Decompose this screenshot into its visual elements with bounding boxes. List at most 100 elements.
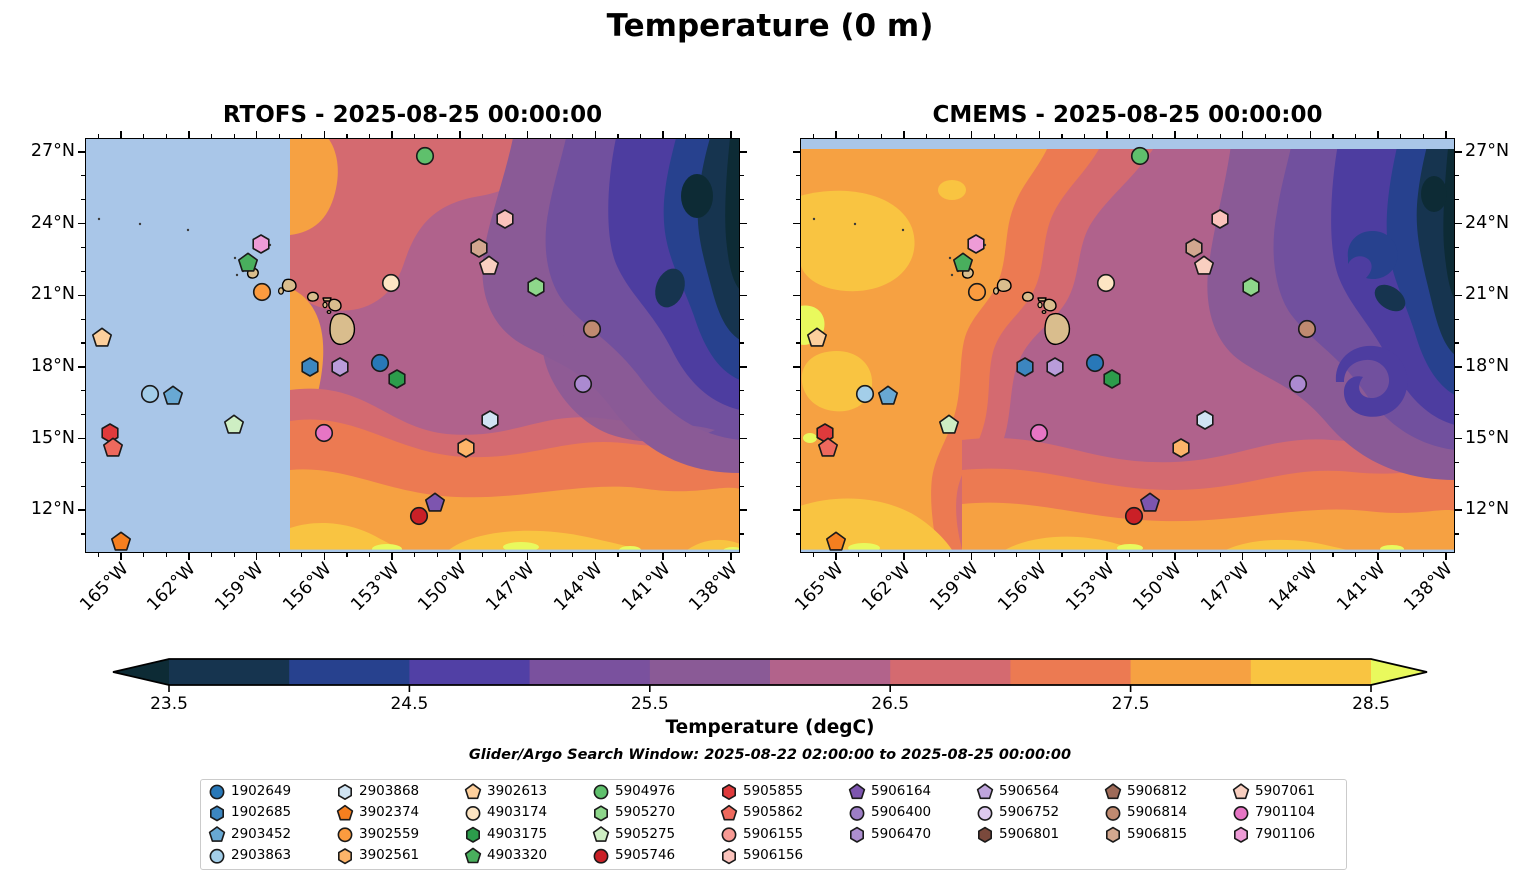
x-minor-tick bbox=[1129, 553, 1131, 557]
x-major-tick bbox=[255, 553, 258, 560]
legend-label-3902613: 3902613 bbox=[487, 783, 548, 799]
x-minor-tick bbox=[436, 553, 438, 557]
x-tick-label: 150°W bbox=[414, 559, 472, 616]
legend-label-5905862: 5905862 bbox=[743, 804, 804, 821]
y-tick-label: 18°N bbox=[30, 355, 75, 376]
y-tick-label: 18°N bbox=[1465, 355, 1510, 376]
legend-label-2903452: 2903452 bbox=[231, 825, 292, 842]
cmems-no-data-strip bbox=[800, 138, 1455, 149]
legend-label-5906400: 5906400 bbox=[871, 804, 932, 821]
x-major-tick bbox=[1106, 553, 1108, 560]
y-tick-label: 21°N bbox=[1465, 284, 1510, 305]
y-major-tick bbox=[793, 509, 800, 511]
y-major-tick bbox=[1455, 509, 1462, 511]
float-marker-4903175 bbox=[388, 369, 406, 389]
float-marker-5906400 bbox=[573, 374, 593, 394]
x-minor-tick bbox=[1264, 134, 1266, 138]
x-major-tick bbox=[1377, 131, 1379, 138]
x-major-tick bbox=[730, 131, 732, 138]
x-minor-tick bbox=[707, 553, 709, 557]
y-minor-tick bbox=[1455, 342, 1459, 344]
legend-marker-5906814 bbox=[1105, 805, 1121, 821]
x-minor-tick bbox=[925, 553, 928, 557]
y-tick-label: 24°N bbox=[1465, 212, 1510, 233]
float-marker-1902685 bbox=[1016, 357, 1034, 377]
float-marker-2903452 bbox=[163, 385, 183, 405]
x-tick-label: 165°W bbox=[791, 559, 848, 616]
y-minor-tick bbox=[740, 390, 744, 392]
legend-marker-4903174 bbox=[465, 805, 481, 821]
y-major-tick bbox=[740, 509, 747, 511]
x-tick-label: 156°W bbox=[279, 559, 336, 616]
x-minor-tick bbox=[993, 134, 995, 138]
x-tick-label: 153°W bbox=[1062, 559, 1119, 616]
y-minor-tick bbox=[1455, 485, 1459, 487]
x-minor-tick bbox=[948, 553, 950, 557]
x-minor-tick bbox=[1332, 553, 1334, 557]
float-marker-7901104 bbox=[1029, 423, 1049, 443]
float-marker-5905270 bbox=[1242, 277, 1260, 297]
y-minor-tick bbox=[740, 175, 744, 177]
legend-label-5906470: 5906470 bbox=[871, 825, 932, 842]
float-marker-3902561 bbox=[457, 438, 475, 458]
x-minor-tick bbox=[1196, 553, 1199, 557]
colorbar-tick-label: 26.5 bbox=[871, 694, 910, 714]
x-tick-label: 147°W bbox=[1197, 559, 1254, 616]
y-minor-tick bbox=[1455, 390, 1459, 392]
y-major-tick bbox=[1455, 294, 1462, 297]
y-major-tick bbox=[793, 151, 800, 153]
x-minor-tick bbox=[1061, 553, 1063, 557]
legend-label-2903863: 2903863 bbox=[231, 847, 292, 864]
legend-label-5906812: 5906812 bbox=[1127, 783, 1188, 799]
x-minor-tick bbox=[640, 553, 642, 557]
x-minor-tick bbox=[414, 553, 416, 557]
float-marker-4903175 bbox=[1103, 369, 1121, 389]
x-minor-tick bbox=[98, 553, 100, 557]
y-minor-tick bbox=[796, 390, 800, 392]
y-minor-tick bbox=[796, 175, 800, 177]
legend-marker-5905862 bbox=[720, 804, 738, 821]
x-minor-tick bbox=[685, 134, 687, 138]
x-minor-tick bbox=[210, 134, 213, 138]
float-marker-3902559 bbox=[252, 282, 272, 302]
legend-marker-7901104 bbox=[1233, 805, 1249, 821]
float-marker-5906815 bbox=[1185, 238, 1203, 258]
colorbar-tick-label: 24.5 bbox=[390, 694, 429, 714]
float-marker-5906815 bbox=[470, 238, 488, 258]
y-major-tick bbox=[740, 222, 747, 225]
rtofs-temperature-field bbox=[85, 138, 740, 553]
colorbar-tick-label: 23.5 bbox=[150, 694, 188, 714]
y-major-tick bbox=[793, 222, 800, 225]
y-major-tick bbox=[740, 294, 747, 297]
y-minor-tick bbox=[740, 318, 744, 320]
legend-label-7901106: 7901106 bbox=[1255, 825, 1316, 842]
y-tick-label: 12°N bbox=[1465, 499, 1510, 520]
float-marker-5905746 bbox=[409, 506, 429, 526]
legend-label-5904976: 5904976 bbox=[615, 783, 676, 799]
legend-marker-5906801 bbox=[977, 826, 993, 843]
x-major-tick bbox=[526, 553, 529, 560]
colorbar-tick-label: 28.5 bbox=[1352, 694, 1390, 714]
legend-marker-3902559 bbox=[337, 827, 353, 843]
x-major-tick bbox=[1241, 553, 1244, 560]
colorbar-label: Temperature (degC) bbox=[665, 717, 875, 738]
float-marker-5907061 bbox=[478, 255, 500, 275]
x-minor-tick bbox=[278, 134, 280, 138]
legend-label-3902561: 3902561 bbox=[359, 847, 420, 864]
x-tick-label: 144°W bbox=[1265, 559, 1322, 616]
y-minor-tick bbox=[81, 318, 85, 320]
legend-marker-5906156 bbox=[721, 848, 737, 865]
x-major-tick bbox=[835, 553, 837, 560]
y-major-tick bbox=[793, 437, 800, 440]
float-marker-5906164 bbox=[424, 492, 446, 512]
legend-marker-5904976 bbox=[593, 784, 609, 800]
y-minor-tick bbox=[796, 485, 800, 487]
x-minor-tick bbox=[210, 553, 213, 557]
legend-label-1902685: 1902685 bbox=[231, 804, 292, 821]
legend-marker-4903175 bbox=[465, 826, 481, 843]
x-major-tick bbox=[188, 553, 190, 560]
legend-label-2903868: 2903868 bbox=[359, 783, 420, 799]
legend-label-1902649: 1902649 bbox=[231, 783, 292, 799]
x-tick-label: 138°W bbox=[1400, 559, 1458, 616]
y-tick-label: 15°N bbox=[30, 427, 75, 448]
